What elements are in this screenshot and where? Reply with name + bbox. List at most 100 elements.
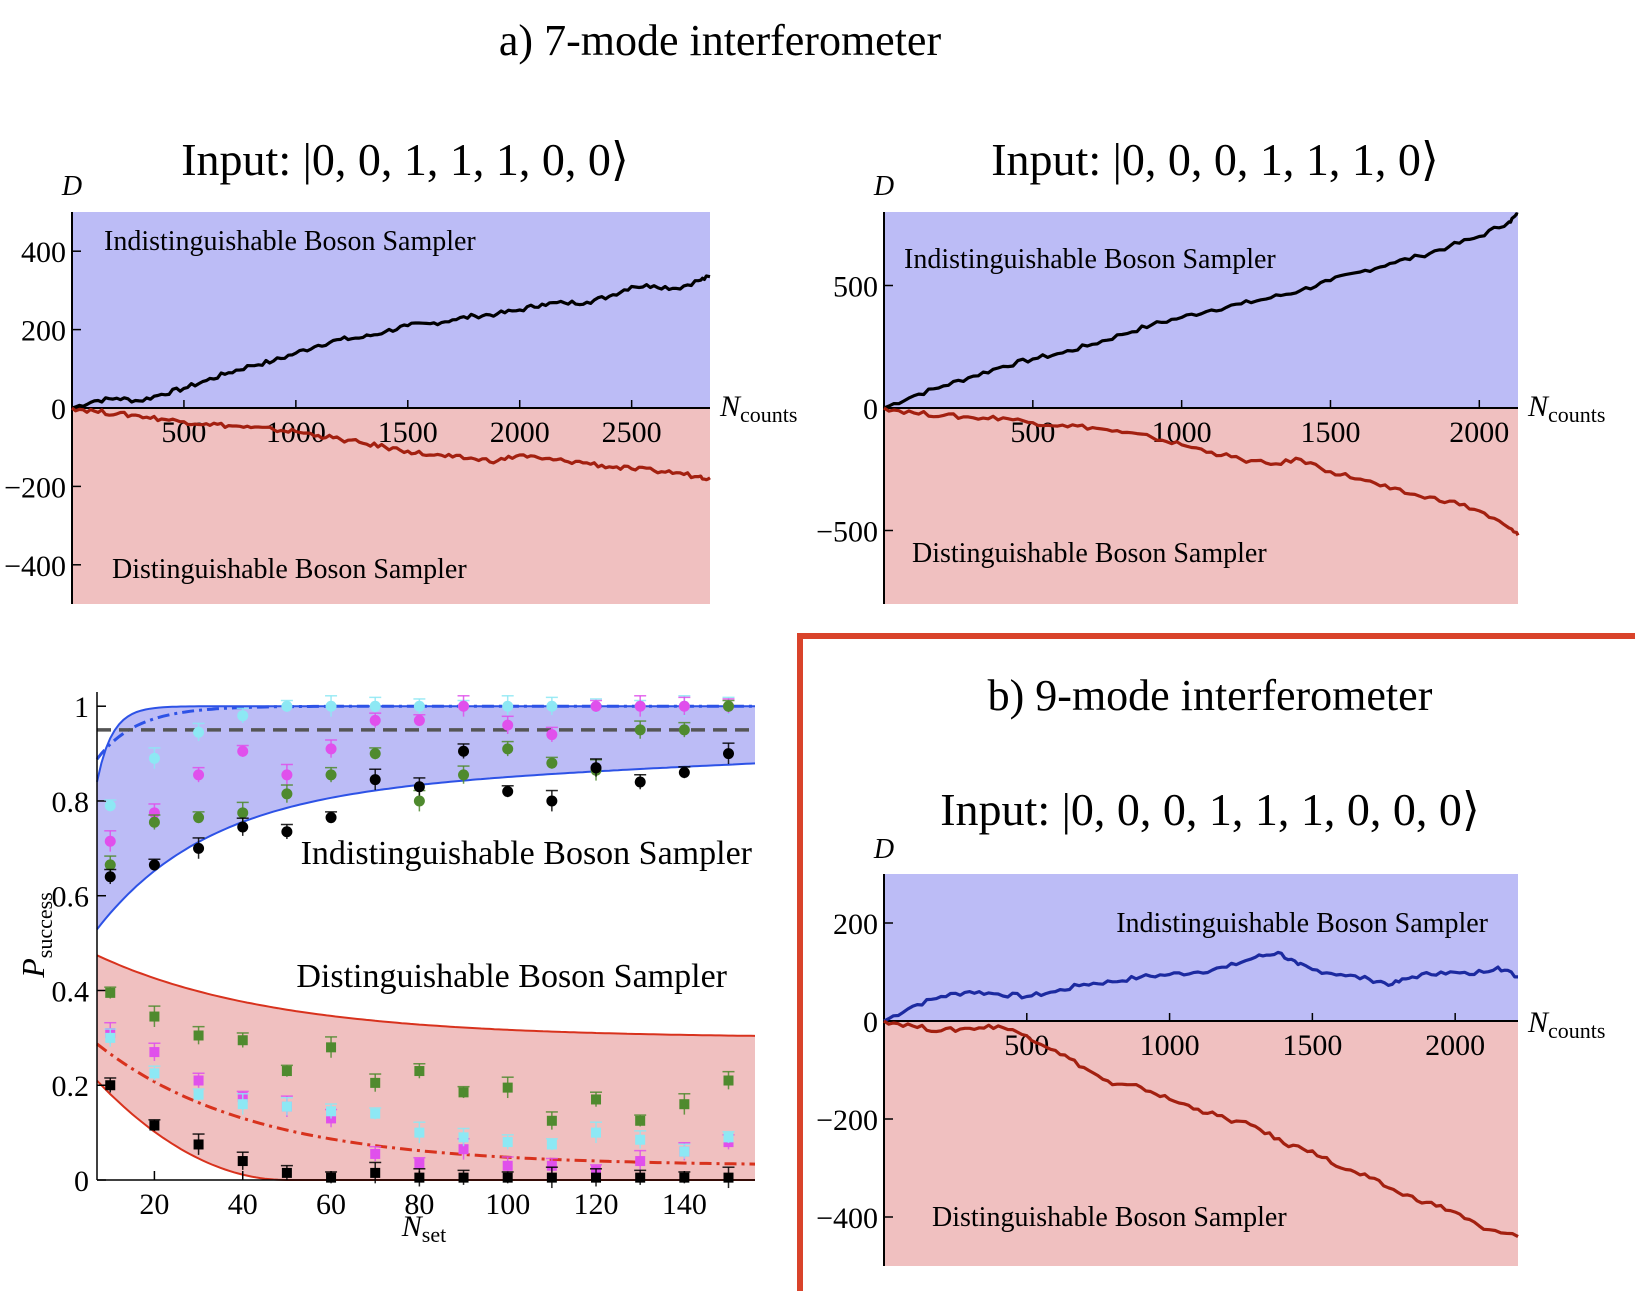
data-point-green-indist [148,816,160,828]
mean-indistinguishable [95,704,755,761]
data-point-green-indist [369,748,381,760]
data-point-black-indist [723,748,735,760]
x-tick-label: 2000 [1449,416,1509,449]
data-point-cyan-dist [237,1099,248,1110]
data-point-cyan-dist [546,1139,557,1150]
y-tick-label: 0.6 [52,881,90,914]
data-point-green-indist [193,812,205,824]
x-axis-label-sub: counts [740,402,797,427]
data-point-green-dist [502,1082,513,1093]
data-point-black-indist [369,774,381,786]
data-point-black-indist [502,785,514,797]
x-axis-label-main: N [1527,390,1550,423]
data-point-black-indist [634,776,646,788]
panel-b-frame [797,633,1635,1291]
y-tick-label: 0 [863,1006,878,1039]
region-label-indistinguishable: Indistinguishable Boson Sampler [1116,908,1488,939]
input-label-b: Input: |0, 0, 0, 1, 1, 1, 0, 0, 0⟩ [940,784,1480,835]
y-axis-label: Psuccess [15,892,57,979]
data-point-magenta-dist [149,1047,160,1058]
data-point-magenta-indist [502,719,514,731]
data-point-magenta-indist [678,700,690,712]
data-point-cyan-indist [546,700,558,712]
x-axis-label-main: N [1527,1006,1550,1039]
x-tick-label: 60 [316,1188,346,1221]
series-line-indistinguishable [71,274,711,410]
input-prefix: Input: [991,134,1112,185]
y-axis-label: D [873,171,894,202]
data-point-cyan-indist [237,710,249,722]
title-b: b) 9-mode interferometer [988,671,1433,720]
y-axis-label-main: P [15,958,51,979]
data-point-magenta-dist [370,1148,381,1159]
data-point-black-indist [458,745,470,757]
region-distinguishable [72,408,710,604]
x-axis-label: Ncounts [1527,1006,1605,1043]
x-tick-label: 20 [139,1188,169,1221]
data-point-magenta-indist [546,729,558,741]
series-line-distinguishable [883,406,1520,537]
series-line-indistinguishable [883,950,1518,1023]
data-point-green-dist [635,1115,646,1126]
data-point-cyan-dist [502,1137,513,1148]
x-axis-label: Nset [401,1210,446,1247]
data-point-black-dist [193,1139,204,1150]
y-axis-label: D [61,171,82,202]
y-tick-label: 0.4 [52,975,90,1008]
data-point-magenta-indist [458,700,470,712]
y-tick-label: 0.2 [52,1070,90,1103]
x-tick-label: 140 [662,1188,707,1221]
x-tick-label: 40 [228,1188,258,1221]
series-line-indistinguishable [883,212,1519,410]
data-point-black-dist [679,1172,690,1183]
data-point-cyan-dist [193,1089,204,1100]
data-point-black-dist [149,1120,160,1131]
x-tick-label: 2000 [490,416,550,449]
data-point-magenta-indist [590,700,602,712]
data-point-green-dist [679,1099,690,1110]
data-point-cyan-indist [413,700,425,712]
data-point-black-indist [237,821,249,833]
data-point-green-dist [414,1066,425,1077]
data-point-magenta-dist [193,1075,204,1086]
x-axis-label-main: N [719,390,742,423]
data-point-magenta-indist [193,769,205,781]
y-tick-label: 200 [21,315,66,348]
data-point-black-indist [590,762,602,774]
y-axis-label-sub: success [32,892,57,958]
data-point-magenta-indist [413,714,425,726]
data-point-cyan-indist [148,752,160,764]
data-point-green-dist [370,1077,381,1088]
y-tick-label: 400 [21,236,66,269]
y-tick-label: −200 [4,471,66,504]
data-point-black-indist [281,826,293,838]
input-state: |0, 0, 0, 1, 1, 1, 0, 0, 0⟩ [1062,784,1480,835]
data-point-green-indist [237,807,249,819]
data-point-green-indist [634,724,646,736]
data-point-black-dist [370,1167,381,1178]
x-axis-label-sub: counts [1548,402,1605,427]
data-point-green-indist [413,795,425,807]
region-indistinguishable [884,874,1518,1021]
region-label-distinguishable: Distinguishable Boson Sampler [932,1202,1287,1233]
data-point-cyan-dist [458,1132,469,1143]
data-point-black-dist [458,1172,469,1183]
x-axis-label-main: N [401,1210,424,1243]
data-point-black-dist [723,1172,734,1183]
x-axis-label-sub: set [422,1222,446,1247]
data-point-cyan-dist [326,1106,337,1117]
x-tick-label: 2000 [1425,1029,1485,1062]
data-point-green-dist [458,1087,469,1098]
y-tick-label: 0 [74,1165,89,1198]
data-point-cyan-dist [723,1132,734,1143]
data-point-green-indist [546,757,558,769]
x-tick-label: 1000 [1140,1029,1200,1062]
data-point-magenta-indist [369,714,381,726]
region-indistinguishable [97,706,755,930]
data-point-cyan-dist [281,1101,292,1112]
data-point-black-indist [413,781,425,793]
input-state: |0, 0, 1, 1, 1, 0, 0⟩ [303,134,629,185]
